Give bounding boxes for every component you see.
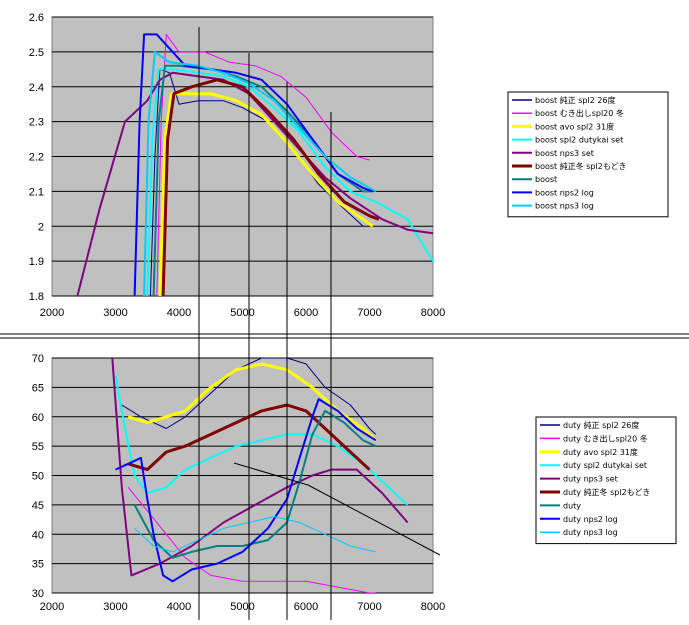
series-line — [133, 33, 374, 296]
legend-entry: duty — [563, 501, 581, 510]
y-tick-label: 2.1 — [29, 186, 44, 198]
x-tick-label: 8000 — [421, 307, 445, 319]
legend-entry: boost spl2 dutykai set — [535, 136, 623, 145]
y-tick-label: 2.2 — [29, 152, 44, 164]
series-line — [133, 409, 377, 559]
legend-entry: boost nps2 log — [535, 188, 594, 197]
series-line — [161, 78, 380, 296]
x-tick-label: 2000 — [40, 601, 64, 613]
y-tick-label: 45 — [32, 500, 44, 512]
x-tick-label: 4000 — [167, 307, 191, 319]
y-tick-label: 55 — [32, 441, 44, 453]
legend-entry: boost 純正冬 spl2もどき — [535, 161, 626, 171]
series-line — [111, 358, 409, 577]
series-line — [156, 33, 370, 296]
x-tick-label: 5000 — [230, 601, 254, 613]
x-tick-label: 5000 — [230, 307, 254, 319]
y-tick-label: 65 — [32, 382, 44, 394]
series-line — [146, 68, 433, 296]
x-tick-label: 4000 — [167, 601, 191, 613]
trend-line — [307, 484, 441, 556]
y-tick-label: 30 — [32, 588, 44, 600]
x-tick-label: 3000 — [103, 307, 127, 319]
y-tick-label: 2 — [38, 221, 44, 233]
legend-entry: duty nps2 log — [563, 515, 618, 524]
y-tick-label: 1.8 — [29, 291, 44, 303]
y-tick-label: 2.5 — [29, 47, 44, 59]
legend-entry: boost nps3 set — [535, 149, 594, 158]
x-tick-label: 7000 — [357, 307, 381, 319]
x-tick-label: 6000 — [294, 307, 318, 319]
legend-entry: duty 純正冬 spl2もどき — [563, 487, 650, 497]
legend-entry: boost 純正 spl2 26度 — [535, 95, 616, 105]
y-tick-label: 2.3 — [29, 117, 44, 129]
y-tick-label: 2.4 — [29, 82, 44, 94]
overlay-lines — [0, 27, 689, 620]
boost-chart: 2.6 2.5 2.4 2.3 2.2 2.1 2 1.9 1.8 2000 3000 4000 500… — [29, 12, 669, 319]
y-tick-label: 40 — [32, 529, 44, 541]
legend-entry: boost — [535, 175, 557, 184]
legend — [507, 91, 669, 218]
y-tick-label: 70 — [32, 353, 44, 365]
legend-entry: duty nps3 set — [563, 475, 618, 484]
x-tick-label: 8000 — [421, 601, 445, 613]
trend-line — [233, 462, 309, 486]
x-tick-label: 3000 — [103, 601, 127, 613]
y-tick-label: 50 — [32, 471, 44, 483]
y-tick-label: 35 — [32, 559, 44, 571]
series-line — [121, 358, 377, 435]
legend-entry: boost avo spl2 31度 — [535, 121, 614, 131]
y-tick-label: 60 — [32, 412, 44, 424]
legend-entry: duty avo spl2 31度 — [563, 447, 638, 457]
x-tick-label: 6000 — [294, 601, 318, 613]
legend-entry: duty 純正 spl2 26度 — [563, 420, 639, 430]
series-line — [143, 50, 377, 296]
y-tick-label: 1.9 — [29, 256, 44, 268]
series-line — [76, 71, 433, 296]
x-tick-label: 7000 — [357, 601, 381, 613]
legend-entry: boost むき出しspl20 冬 — [535, 108, 624, 118]
legend-entry: duty nps3 log — [563, 528, 618, 537]
legend-entry: duty むき出しspl20 冬 — [563, 433, 648, 443]
legend-entry: boost nps3 log — [535, 202, 594, 211]
y-tick-label: 2.6 — [29, 12, 44, 24]
series-line — [127, 486, 376, 593]
series-line — [115, 398, 377, 583]
x-tick-label: 2000 — [40, 307, 64, 319]
legend-entry: duty spl2 dutykai set — [563, 461, 647, 470]
